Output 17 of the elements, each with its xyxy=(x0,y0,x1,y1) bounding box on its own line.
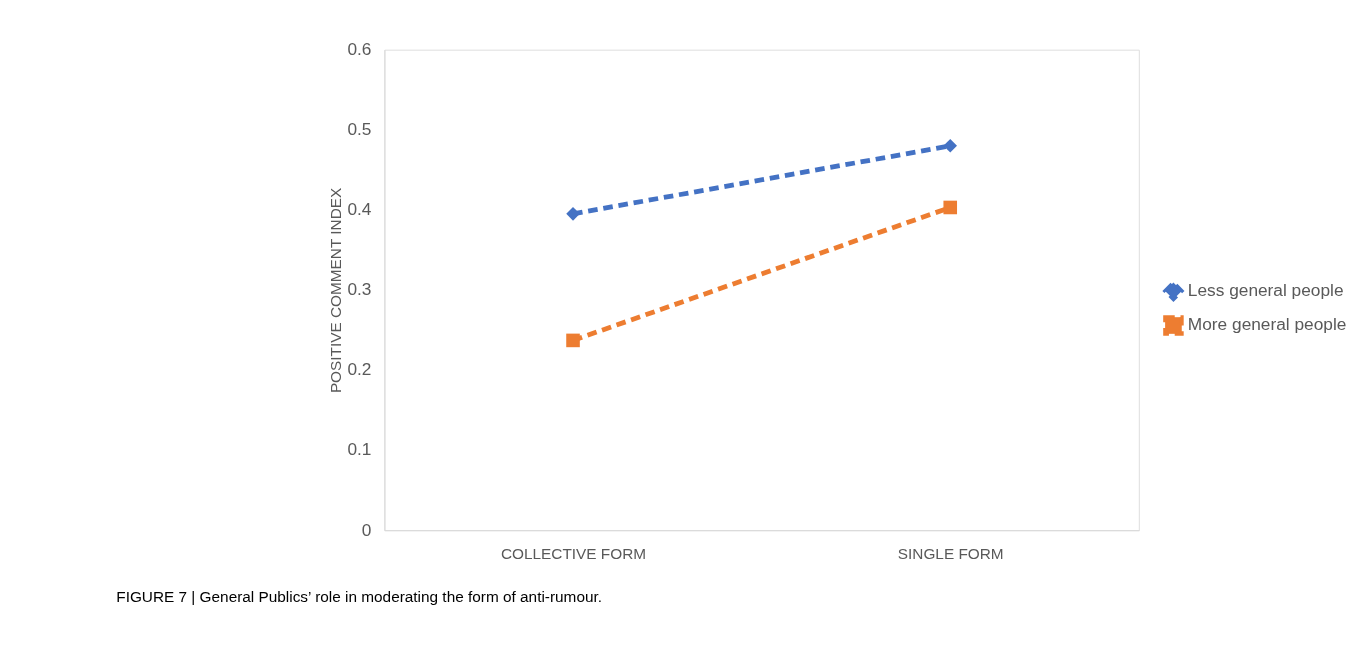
y-tick-label: 0.4 xyxy=(347,199,372,220)
legend-label: Less general people xyxy=(1187,279,1344,300)
y-tick-label: 0.2 xyxy=(347,359,372,380)
y-tick-label: 0.6 xyxy=(347,38,372,59)
y-tick-label: 0 xyxy=(361,519,372,540)
point xyxy=(943,200,958,215)
legend-label: More general people xyxy=(1187,314,1347,335)
x-tick-label: COLLECTIVE FORM xyxy=(500,544,647,562)
y-axis-title: POSITIVE COMMENT INDEX xyxy=(326,187,344,394)
point xyxy=(566,207,580,221)
point xyxy=(566,333,580,348)
point xyxy=(943,139,958,153)
caption: FIGURE 7 | General Publics’ role in moderating the form of anti-rumour. xyxy=(116,588,602,606)
y-tick-label: 0.5 xyxy=(347,119,372,140)
y-tick-label: 0.1 xyxy=(347,439,372,460)
x-tick-label: SINGLE FORM xyxy=(897,544,1004,562)
y-tick-label: 0.3 xyxy=(347,279,372,300)
